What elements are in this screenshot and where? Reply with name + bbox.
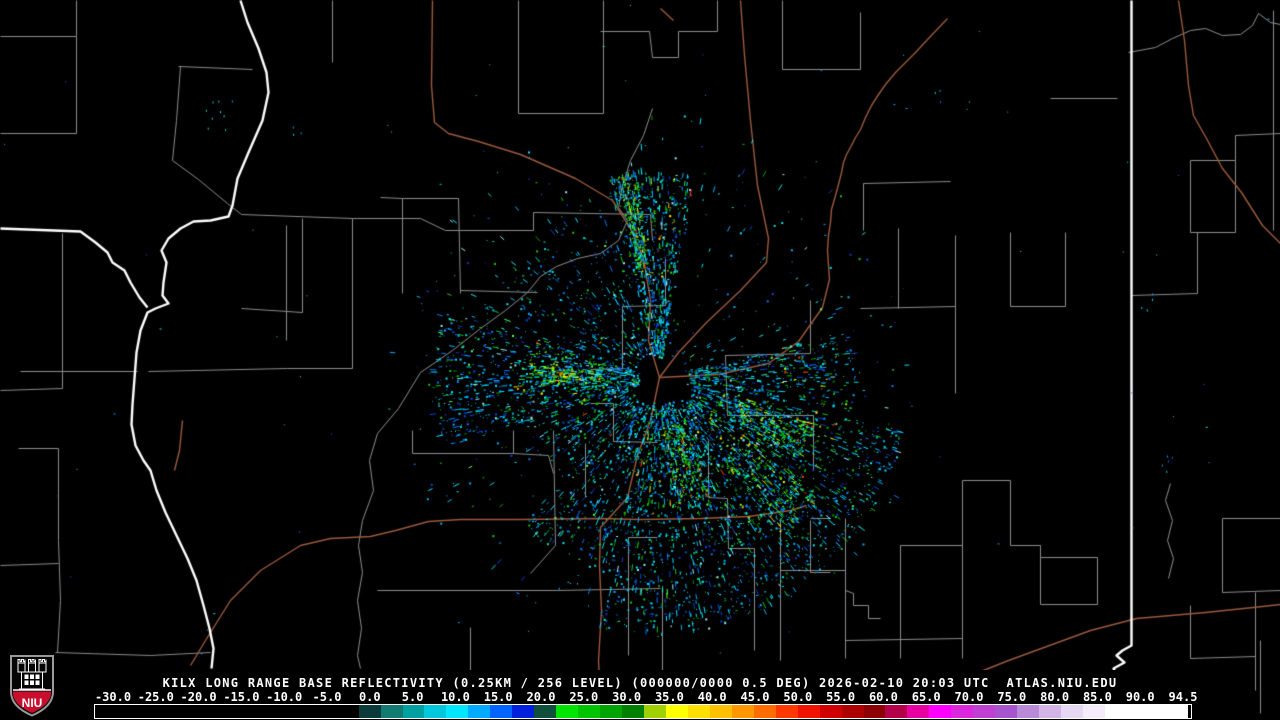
niu-castle-icon bbox=[17, 659, 47, 690]
colorbar-segment bbox=[1039, 705, 1062, 718]
colorbar-label: 35.0 bbox=[654, 690, 684, 704]
colorbar-segment bbox=[929, 705, 952, 718]
colorbar-label: 60.0 bbox=[868, 690, 898, 704]
colorbar-label: 15.0 bbox=[483, 690, 513, 704]
colorbar-segment bbox=[556, 705, 579, 718]
colorbar-segment bbox=[600, 705, 623, 718]
colorbar-label: -5.0 bbox=[312, 690, 342, 704]
colorbar-segment bbox=[841, 705, 864, 718]
colorbar-segment bbox=[1017, 705, 1040, 718]
colorbar-segment bbox=[819, 705, 842, 718]
colorbar-segment bbox=[490, 705, 513, 718]
colorbar-label: 0.0 bbox=[358, 690, 381, 704]
colorbar-segment bbox=[687, 705, 710, 718]
colorbar-segment bbox=[402, 705, 425, 718]
colorbar-segment bbox=[512, 705, 535, 718]
colorbar-segment bbox=[775, 705, 798, 718]
colorbar-segment bbox=[731, 705, 754, 718]
colorbar-segment bbox=[358, 705, 381, 718]
colorbar-segment bbox=[644, 705, 666, 718]
colorbar-label: 85.0 bbox=[1082, 690, 1112, 704]
colorbar-segment bbox=[578, 705, 601, 718]
colorbar-scale-labels: -30.0 -25.0 -20.0 -15.0 -10.0 -5.0 0.0 5.0 10.0 1… bbox=[0, 691, 1280, 703]
colorbar-segment bbox=[907, 705, 930, 718]
colorbar-label: 80.0 bbox=[1040, 690, 1070, 704]
colorbar-label: 45.0 bbox=[740, 690, 770, 704]
colorbar-segment bbox=[468, 705, 491, 718]
colorbar-label: 75.0 bbox=[997, 690, 1027, 704]
colorbar-segment bbox=[995, 705, 1018, 718]
colorbar-label: 30.0 bbox=[612, 690, 642, 704]
colorbar-label: 94.5 bbox=[1168, 690, 1198, 704]
colorbar-label: 40.0 bbox=[697, 690, 727, 704]
colorbar-segment bbox=[753, 705, 776, 718]
colorbar-segment bbox=[797, 705, 820, 718]
colorbar-label: 65.0 bbox=[911, 690, 941, 704]
colorbar-segment bbox=[973, 705, 996, 718]
colorbar-segment bbox=[665, 705, 688, 718]
colorbar-label: -10.0 bbox=[266, 690, 303, 704]
colorbar bbox=[94, 704, 1192, 719]
colorbar-segment bbox=[95, 705, 359, 718]
colorbar-segment bbox=[1083, 705, 1106, 718]
colorbar-segment bbox=[622, 705, 644, 718]
colorbar-segment bbox=[863, 705, 886, 718]
colorbar-label: 55.0 bbox=[826, 690, 856, 704]
colorbar-segment bbox=[424, 705, 447, 718]
colorbar-label: -30.0 bbox=[94, 690, 132, 704]
product-title: KILX LONG RANGE BASE REFLECTIVITY (0.25K… bbox=[162, 676, 1118, 690]
colorbar-label: -20.0 bbox=[180, 690, 217, 704]
colorbar-segment bbox=[1061, 705, 1084, 718]
colorbar-label: 90.0 bbox=[1125, 690, 1155, 704]
colorbar-label: 25.0 bbox=[569, 690, 599, 704]
colorbar-label: -15.0 bbox=[223, 690, 260, 704]
colorbar-label: -25.0 bbox=[137, 690, 174, 704]
colorbar-label: 5.0 bbox=[401, 690, 424, 704]
colorbar-label: 20.0 bbox=[526, 690, 556, 704]
colorbar-segment bbox=[951, 705, 974, 718]
colorbar-label: 70.0 bbox=[954, 690, 984, 704]
colorbar-segment bbox=[1105, 705, 1189, 718]
niu-logo-text: NIU bbox=[22, 696, 43, 710]
colorbar-segment bbox=[446, 705, 469, 718]
niu-shield-red-band bbox=[13, 691, 51, 713]
colorbar-segment bbox=[380, 705, 403, 718]
colorbar-label: 50.0 bbox=[783, 690, 813, 704]
colorbar-label: 10.0 bbox=[440, 690, 470, 704]
colorbar-segment bbox=[534, 705, 557, 718]
colorbar-segment bbox=[885, 705, 908, 718]
colorbar-segment bbox=[709, 705, 732, 718]
niu-logo[interactable]: NIU bbox=[8, 654, 56, 718]
